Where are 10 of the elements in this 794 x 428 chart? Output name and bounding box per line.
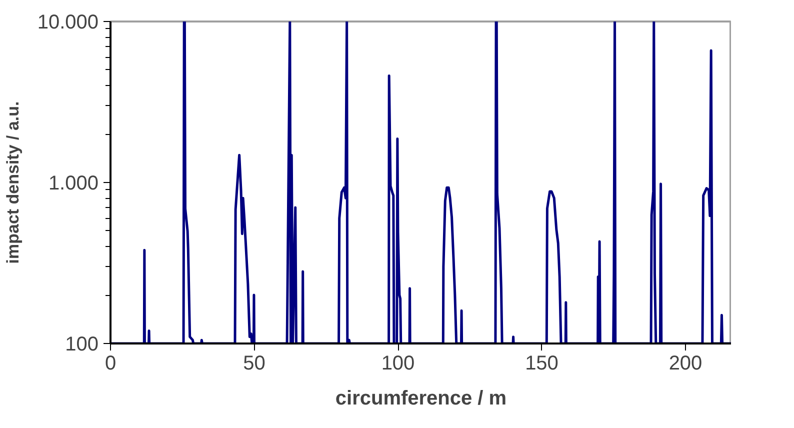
x-tick-label: 0 <box>104 352 116 374</box>
y-tick-label: 10.000 <box>37 12 98 34</box>
y-axis-title: impact density / a.u. <box>3 101 22 264</box>
y-tick-label: 100 <box>65 334 99 356</box>
y-tick-label: 1.000 <box>48 172 99 194</box>
x-axis-title: circumference / m <box>335 388 507 410</box>
x-tick-label: 150 <box>525 352 558 374</box>
x-tick-label: 100 <box>381 352 415 374</box>
x-tick-label: 200 <box>668 352 702 374</box>
x-tick-label: 50 <box>243 352 266 374</box>
